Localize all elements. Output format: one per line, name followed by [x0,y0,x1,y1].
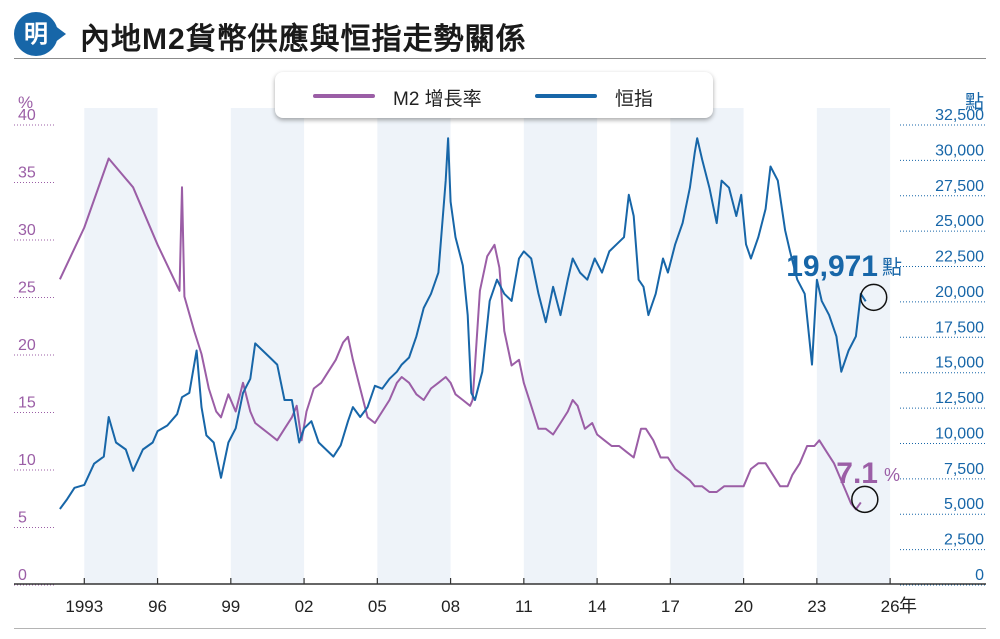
right-tick-label-1: 2,500 [944,532,984,549]
x-tick-label-10: 23 [807,597,826,616]
footer-divider [14,628,986,629]
right-tick-label-12: 30,000 [935,142,984,159]
left-axis-unit: % [18,93,33,112]
right-tick-label-0: 0 [975,567,984,584]
right-tick-label-11: 27,500 [935,178,984,195]
header-divider [14,58,986,59]
series-line-hsi [59,137,867,510]
m2-endpoint-circle [851,485,879,514]
header: 明 內地M2貨幣供應與恒指走勢關係 [0,0,1000,64]
hsi-latest-value: 19,971 [786,250,878,283]
left-tick-label-8: 40 [18,107,36,124]
series-line-m2 [58,157,862,511]
hsi-endpoint-circle [859,283,888,312]
logo-pointer-icon [50,22,66,46]
legend-m2-label: M2 增長率 [393,89,482,110]
left-tick-label-1: 5 [18,510,27,527]
x-tick-label-0: 1993 [65,597,103,616]
x-tick-label-7: 14 [588,597,607,616]
shaded-band-4 [670,108,744,584]
page-title: 內地M2貨幣供應與恒指走勢關係 [80,23,527,56]
left-tick-label-7: 35 [18,165,36,182]
x-tick-label-6: 11 [515,597,533,616]
right-tick-label-7: 17,500 [935,319,984,336]
x-tick-label-11: 26 [881,597,900,616]
m2-latest-value: 7.1 [836,457,878,490]
left-tick-label-2: 10 [18,452,36,469]
x-axis-unit: 年 [899,596,917,617]
x-tick-label-1: 96 [148,597,167,616]
right-tick-label-6: 15,000 [935,355,984,372]
shaded-band-0 [84,108,158,584]
legend-hsi-label: 恒指 [615,89,654,110]
left-tick-label-6: 30 [18,222,36,239]
right-axis-unit: 點 [965,91,984,113]
x-tick-label-3: 02 [295,597,314,616]
legend-hsi-swatch [535,94,597,98]
legend-m2-swatch [313,94,375,98]
x-tick-label-2: 99 [221,597,240,616]
legend: M2 增長率 恒指 [275,72,713,118]
shaded-band-5 [816,108,891,584]
hsi-latest-unit: 點 [882,255,902,279]
x-tick-label-5: 08 [441,597,460,616]
right-tick-label-8: 20,000 [935,284,984,301]
right-tick-label-9: 22,500 [935,249,984,266]
left-tick-label-5: 25 [18,280,36,297]
left-tick-label-3: 15 [18,395,36,412]
x-tick-label-8: 17 [661,597,680,616]
right-tick-label-5: 12,500 [935,390,984,407]
left-tick-label-0: 0 [18,567,27,584]
right-tick-label-4: 10,000 [935,425,984,442]
left-tick-label-4: 20 [18,337,36,354]
m2-latest-unit: % [884,465,900,485]
right-tick-label-3: 7,500 [944,461,984,478]
x-tick-label-9: 20 [734,597,753,616]
shaded-band-3 [523,108,598,584]
x-tick-label-4: 05 [368,597,387,616]
shaded-band-1 [230,108,305,584]
dual-axis-line-chart: 051015202530354002,5005,0007,50010,00012… [14,91,986,617]
right-tick-label-10: 25,000 [935,213,984,230]
right-tick-label-2: 5,000 [944,496,984,513]
right-tick-label-13: 32,500 [935,107,984,124]
